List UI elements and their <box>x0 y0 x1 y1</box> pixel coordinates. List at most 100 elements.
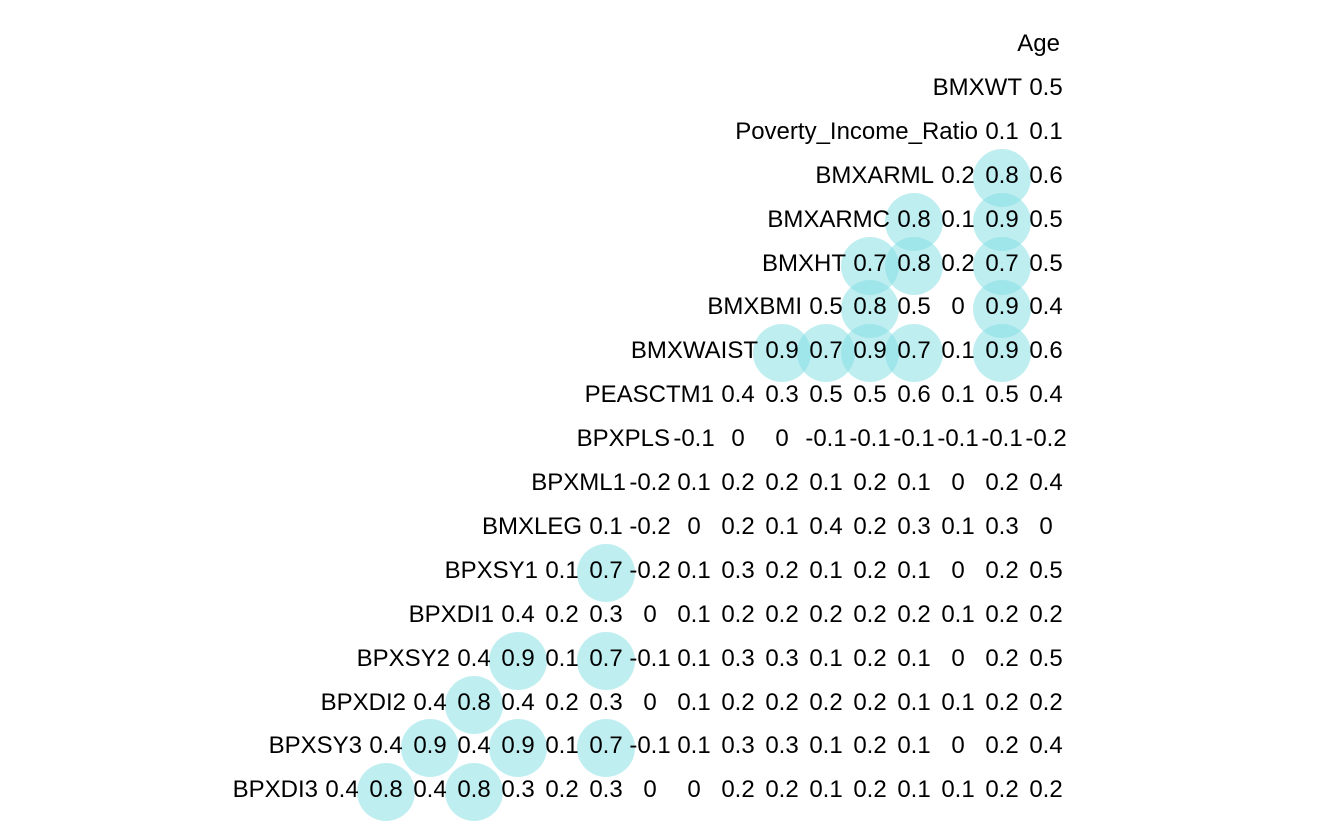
correlation-value: 0.4 <box>457 644 491 672</box>
correlation-value: 0.1 <box>897 644 931 672</box>
correlation-circle <box>445 675 503 734</box>
correlation-value: -0.1 <box>981 425 1023 453</box>
correlation-value: 0.2 <box>1029 776 1063 804</box>
correlation-value: 0.2 <box>853 556 887 584</box>
correlation-value: 0.2 <box>853 644 887 672</box>
correlation-value: 0 <box>775 425 789 453</box>
correlation-value: 0.7 <box>589 644 623 672</box>
correlation-value: 0.1 <box>765 512 799 540</box>
correlation-value: 0.3 <box>721 556 755 584</box>
correlation-value: -0.2 <box>629 556 671 584</box>
correlation-circle <box>577 543 635 602</box>
correlation-value: 0.8 <box>457 776 491 804</box>
correlation-value: 0.4 <box>809 512 843 540</box>
correlation-value: 0.7 <box>897 337 931 365</box>
correlation-value: 0.9 <box>413 732 447 760</box>
correlation-value: 0.2 <box>853 469 887 496</box>
variable-label: BPXSY1 <box>444 556 538 584</box>
correlation-value: 0.1 <box>677 644 711 672</box>
correlation-value: 0.2 <box>765 469 799 496</box>
correlation-value: 0.1 <box>897 688 931 716</box>
correlation-value: 0.6 <box>1029 337 1063 365</box>
correlation-value: 0.2 <box>985 776 1019 804</box>
correlation-value: 0.1 <box>941 381 975 409</box>
correlation-value: 0.1 <box>677 600 711 628</box>
correlation-value: 0.2 <box>809 600 843 628</box>
correlation-value: 0 <box>951 556 965 584</box>
correlation-value: 0.4 <box>457 732 491 760</box>
correlation-value: 0.2 <box>985 556 1019 584</box>
correlation-value: 0 <box>643 688 657 716</box>
correlation-value: 0.9 <box>501 732 535 760</box>
correlation-value: 0.8 <box>853 293 887 321</box>
correlation-value: 0.5 <box>853 381 887 409</box>
correlation-value: 0.2 <box>721 512 755 540</box>
correlation-value: 0.7 <box>985 249 1019 277</box>
correlation-value: 0.4 <box>501 688 535 716</box>
correlation-value: 0.2 <box>985 644 1019 672</box>
variable-label: BMXARMC <box>767 205 890 233</box>
variable-label: BMXLEG <box>481 512 582 540</box>
correlation-value: 0.1 <box>985 117 1019 145</box>
variable-label: BPXML1 <box>531 469 626 496</box>
correlation-value: 0.7 <box>589 556 623 584</box>
correlation-value: 0.4 <box>721 381 755 409</box>
correlation-value: 0.4 <box>413 776 447 804</box>
correlation-value: 0 <box>951 469 965 496</box>
correlation-value: -0.2 <box>629 512 671 540</box>
correlation-value: 0.9 <box>985 205 1019 233</box>
correlation-value: 0.1 <box>545 556 579 584</box>
correlation-value: 0.2 <box>765 776 799 804</box>
correlation-value: 0.3 <box>721 644 755 672</box>
correlation-value: 0.7 <box>589 732 623 760</box>
correlation-value: 0 <box>951 293 965 321</box>
correlation-value: 0.2 <box>545 688 579 716</box>
correlation-value: 0.3 <box>501 776 535 804</box>
variable-label: BMXBMI <box>707 293 802 321</box>
correlation-value: 0.1 <box>809 732 843 760</box>
correlation-value: 0.1 <box>677 469 711 496</box>
variable-label: BMXWT <box>932 73 1022 101</box>
correlation-circle <box>445 763 503 822</box>
correlation-value: 0.1 <box>897 556 931 584</box>
correlation-value: -0.1 <box>893 425 935 453</box>
correlation-value: 0.1 <box>941 776 975 804</box>
correlation-circle <box>357 763 415 822</box>
correlation-value: 0.5 <box>1029 556 1063 584</box>
correlation-value: 0.1 <box>941 205 975 233</box>
correlation-value: -0.1 <box>673 425 715 453</box>
variable-label: BMXARML <box>815 161 934 189</box>
correlation-value: 0.8 <box>985 161 1019 189</box>
correlation-value: 0.2 <box>1029 600 1063 628</box>
correlation-value: 0.3 <box>765 732 799 760</box>
variable-label: BPXSY3 <box>268 732 362 760</box>
correlation-value: -0.1 <box>629 644 671 672</box>
correlation-value: 0.2 <box>853 512 887 540</box>
correlation-value: 0.2 <box>721 776 755 804</box>
correlation-value: 0.1 <box>897 732 931 760</box>
correlation-circle <box>577 631 635 690</box>
correlation-value: 0.1 <box>809 469 843 496</box>
correlation-value: -0.1 <box>629 732 671 760</box>
correlation-value: 0.1 <box>589 512 623 540</box>
correlation-value: 0.2 <box>545 776 579 804</box>
correlation-value: 0.2 <box>897 600 931 628</box>
correlation-value: 0 <box>687 776 701 804</box>
variable-label: PEASCTM1 <box>584 381 714 409</box>
variable-label: BPXPLS <box>576 425 670 453</box>
correlation-value: 0.2 <box>809 688 843 716</box>
correlation-value: 0.5 <box>809 381 843 409</box>
correlation-value: 0.2 <box>853 732 887 760</box>
correlation-value: 0 <box>1039 512 1053 540</box>
correlation-value: 0.1 <box>809 644 843 672</box>
correlation-value: 0.1 <box>941 600 975 628</box>
correlation-value: 0.2 <box>941 249 975 277</box>
correlation-value: 0.9 <box>765 337 799 365</box>
correlation-value: -0.2 <box>629 469 671 496</box>
correlation-value: 0.2 <box>765 556 799 584</box>
correlation-value: 0.2 <box>985 469 1019 496</box>
correlation-value: 0.5 <box>1029 644 1063 672</box>
correlation-value: 0.9 <box>501 644 535 672</box>
variable-label: BMXHT <box>762 249 846 277</box>
